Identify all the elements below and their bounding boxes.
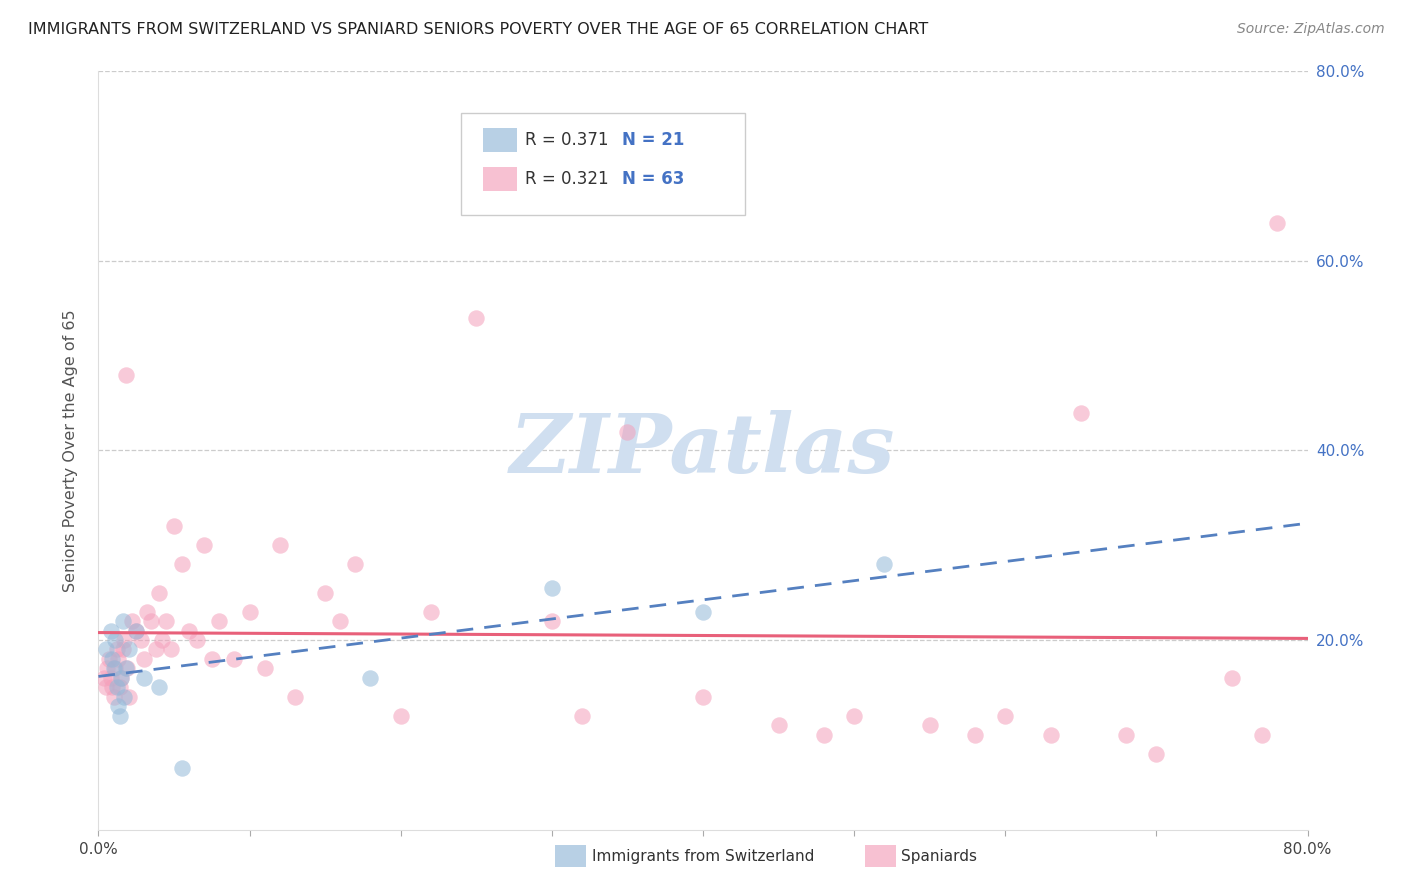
Point bbox=[239, 605, 262, 619]
Point bbox=[101, 652, 124, 666]
Text: Spaniards: Spaniards bbox=[901, 849, 977, 863]
Point bbox=[918, 718, 941, 732]
Point bbox=[105, 642, 128, 657]
Point bbox=[107, 699, 129, 714]
Point bbox=[148, 585, 170, 599]
Point bbox=[329, 614, 352, 628]
Point bbox=[107, 652, 129, 666]
Point bbox=[155, 614, 177, 628]
Point bbox=[1144, 747, 1167, 761]
Point bbox=[132, 652, 155, 666]
Point bbox=[844, 708, 866, 723]
Point bbox=[105, 681, 128, 695]
Point bbox=[121, 614, 143, 628]
Point bbox=[994, 708, 1017, 723]
Text: N = 63: N = 63 bbox=[621, 170, 685, 188]
Point bbox=[100, 671, 122, 685]
Point bbox=[111, 642, 134, 657]
Point bbox=[104, 661, 127, 675]
Text: R = 0.321: R = 0.321 bbox=[526, 170, 609, 188]
Point bbox=[540, 614, 562, 628]
Point bbox=[118, 690, 141, 704]
Point bbox=[201, 652, 224, 666]
Point bbox=[110, 671, 132, 685]
Point bbox=[344, 557, 367, 572]
Point bbox=[314, 585, 336, 599]
Point bbox=[150, 633, 173, 648]
Point bbox=[114, 368, 136, 382]
Point bbox=[571, 708, 593, 723]
Point bbox=[389, 708, 412, 723]
Point bbox=[269, 538, 291, 552]
Point bbox=[465, 310, 488, 325]
Point bbox=[96, 661, 118, 675]
Point bbox=[170, 557, 193, 572]
Point bbox=[125, 624, 148, 638]
Y-axis label: Seniors Poverty Over the Age of 65: Seniors Poverty Over the Age of 65 bbox=[63, 310, 77, 591]
Point bbox=[692, 605, 714, 619]
Point bbox=[125, 624, 148, 638]
Point bbox=[360, 671, 382, 685]
Text: Source: ZipAtlas.com: Source: ZipAtlas.com bbox=[1237, 22, 1385, 37]
Text: ZIPatlas: ZIPatlas bbox=[510, 410, 896, 491]
Point bbox=[813, 728, 835, 742]
FancyBboxPatch shape bbox=[482, 167, 517, 191]
Point bbox=[1220, 671, 1243, 685]
Point bbox=[112, 690, 135, 704]
Point bbox=[129, 633, 152, 648]
Point bbox=[111, 614, 134, 628]
Point bbox=[540, 581, 562, 595]
Point bbox=[98, 652, 121, 666]
Point bbox=[114, 661, 136, 675]
Point bbox=[1070, 406, 1092, 420]
Point bbox=[93, 671, 115, 685]
Point bbox=[145, 642, 167, 657]
Point bbox=[420, 605, 443, 619]
Point bbox=[94, 642, 117, 657]
Point bbox=[110, 671, 132, 685]
Point bbox=[101, 681, 124, 695]
Point bbox=[1251, 728, 1274, 742]
Point bbox=[104, 633, 127, 648]
Point bbox=[135, 605, 157, 619]
Point bbox=[115, 661, 138, 675]
Point bbox=[692, 690, 714, 704]
FancyBboxPatch shape bbox=[461, 113, 745, 216]
Text: R = 0.371: R = 0.371 bbox=[526, 131, 609, 149]
Point bbox=[112, 633, 135, 648]
Text: Immigrants from Switzerland: Immigrants from Switzerland bbox=[592, 849, 814, 863]
Point bbox=[163, 519, 186, 533]
Point bbox=[132, 671, 155, 685]
Point bbox=[118, 642, 141, 657]
Point bbox=[100, 624, 122, 638]
Point bbox=[94, 681, 117, 695]
Point bbox=[1267, 216, 1289, 230]
Point bbox=[965, 728, 987, 742]
Point bbox=[193, 538, 215, 552]
Point bbox=[186, 633, 208, 648]
Point bbox=[253, 661, 276, 675]
Text: IMMIGRANTS FROM SWITZERLAND VS SPANIARD SENIORS POVERTY OVER THE AGE OF 65 CORRE: IMMIGRANTS FROM SWITZERLAND VS SPANIARD … bbox=[28, 22, 928, 37]
Text: N = 21: N = 21 bbox=[621, 131, 685, 149]
Point bbox=[103, 661, 125, 675]
Point bbox=[1039, 728, 1062, 742]
Point bbox=[108, 681, 131, 695]
Point bbox=[108, 708, 131, 723]
Point bbox=[768, 718, 790, 732]
Point bbox=[170, 761, 193, 775]
Point bbox=[1115, 728, 1137, 742]
Point bbox=[284, 690, 307, 704]
Point bbox=[224, 652, 246, 666]
Point bbox=[103, 690, 125, 704]
Point bbox=[208, 614, 231, 628]
Point bbox=[873, 557, 896, 572]
Point bbox=[179, 624, 201, 638]
Point bbox=[616, 425, 638, 439]
FancyBboxPatch shape bbox=[482, 128, 517, 153]
Point bbox=[141, 614, 163, 628]
Point bbox=[148, 681, 170, 695]
Point bbox=[160, 642, 183, 657]
